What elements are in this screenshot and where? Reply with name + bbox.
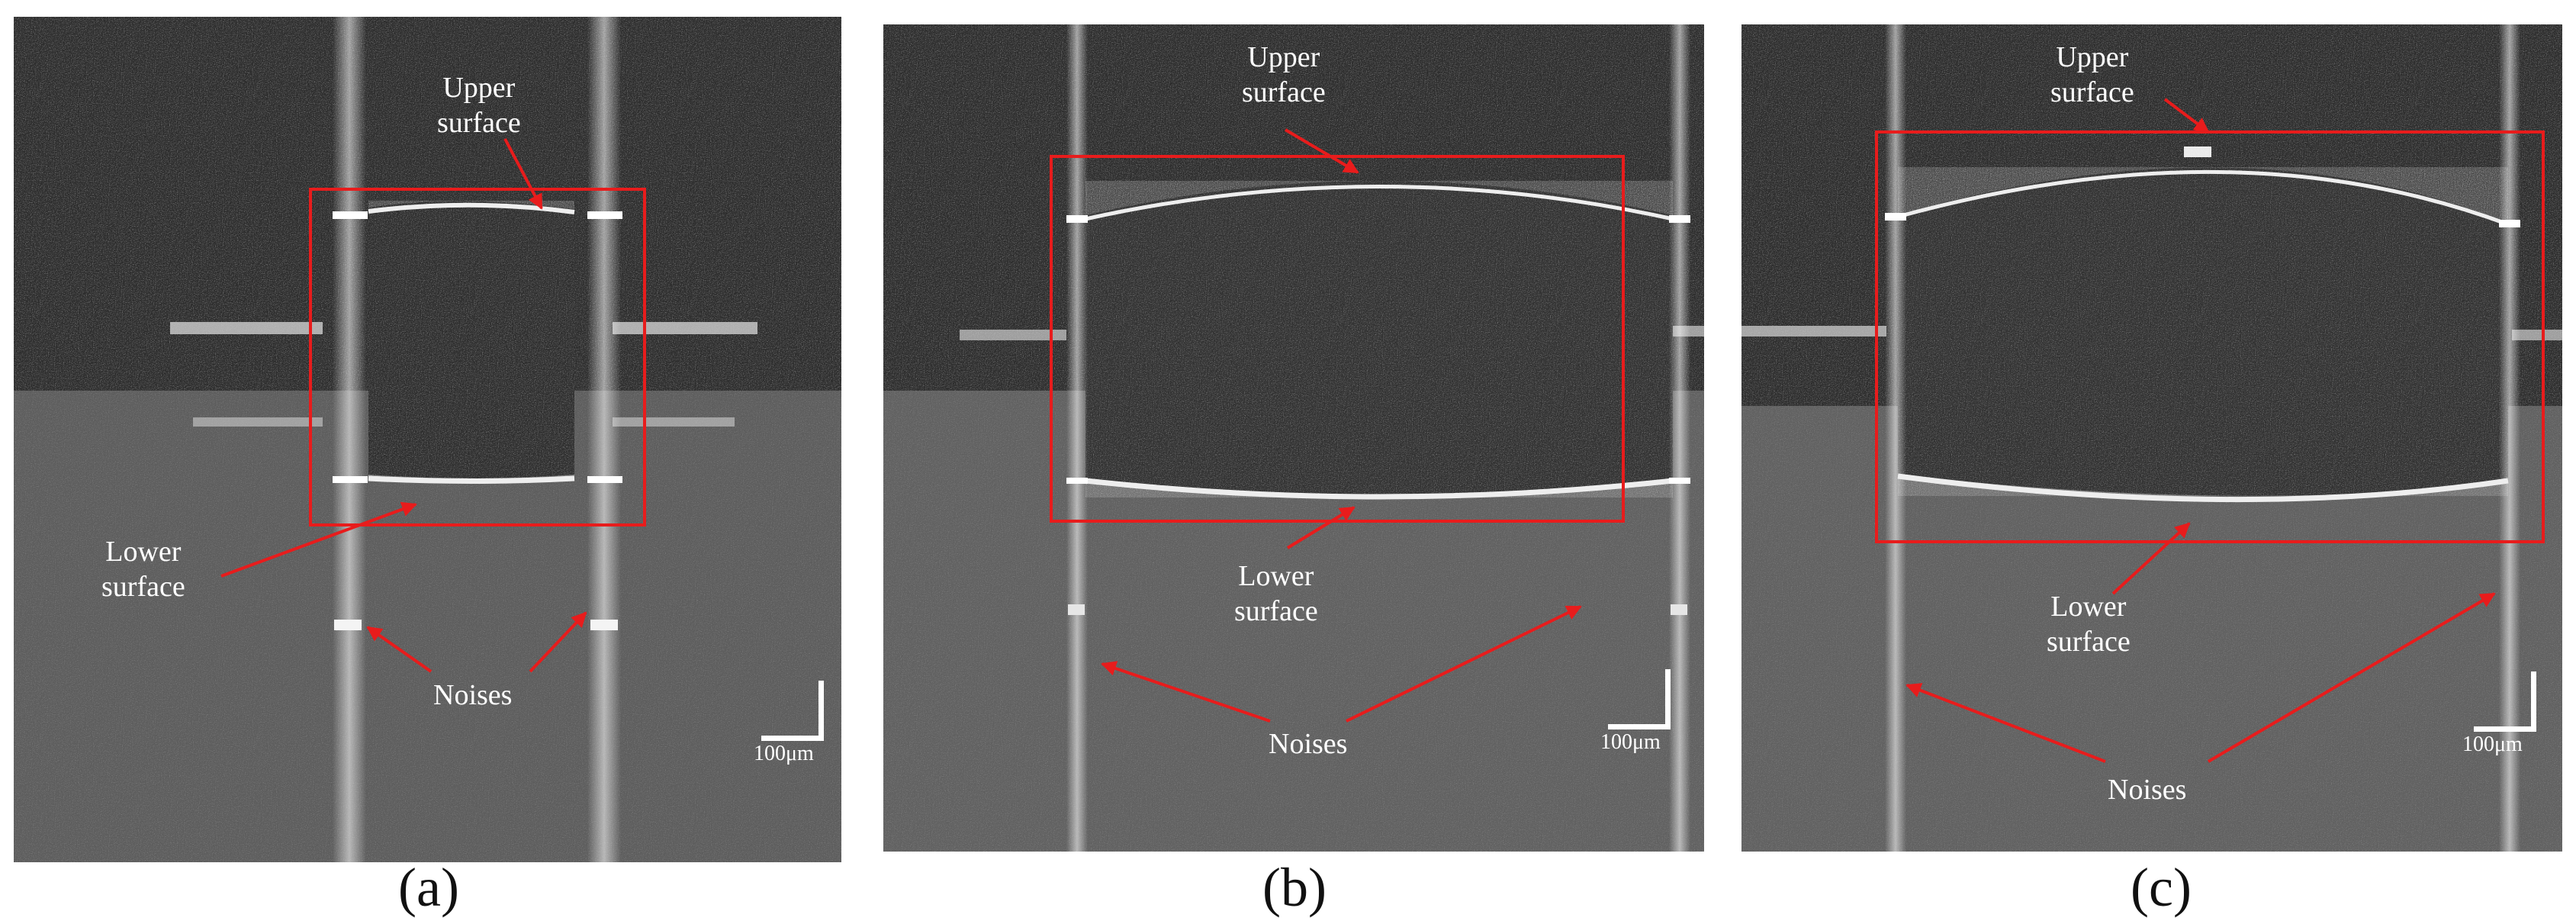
caption-a: (a): [398, 857, 459, 918]
oct-image-c: Upper surface Lower surface Noises 100μm: [1741, 24, 2562, 852]
scale-bar-label-c: 100μm: [2462, 733, 2523, 756]
lower-surface-label-b: Lower surface: [1234, 560, 1318, 627]
caption-c: (c): [2131, 857, 2192, 918]
noises-label-c: Noises: [2108, 774, 2187, 806]
upper-surface-label-b: Upper surface: [1242, 41, 1326, 108]
upper-surface-label-a: Upper surface: [437, 72, 521, 139]
scale-bar-c: 100μm: [2462, 671, 2562, 756]
oct-scan-a: [14, 17, 841, 862]
caption-b: (b): [1262, 857, 1327, 918]
oct-image-b: Upper surface Lower surface Noises 100μm: [883, 24, 1704, 852]
scale-bar-label-a: 100μm: [754, 742, 814, 765]
lower-surface-label-a: Lower surface: [101, 536, 185, 603]
noises-label-a: Noises: [433, 679, 513, 711]
upper-surface-label-c: Upper surface: [2050, 41, 2134, 108]
oct-image-a: Upper surface Lower surface Noises 100μm: [14, 17, 841, 862]
scale-bar-b: 100μm: [1597, 669, 1696, 754]
lower-surface-label-c: Lower surface: [2047, 591, 2131, 658]
oct-scan-c: [1741, 24, 2562, 852]
scale-bar-label-b: 100μm: [1600, 730, 1661, 754]
scale-bar-a: 100μm: [738, 681, 830, 765]
noises-label-b: Noises: [1269, 728, 1348, 760]
